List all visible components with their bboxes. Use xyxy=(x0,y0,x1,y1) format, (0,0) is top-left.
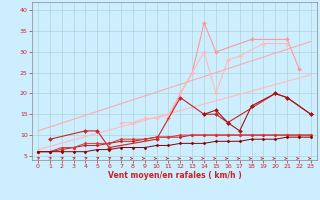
X-axis label: Vent moyen/en rafales ( km/h ): Vent moyen/en rafales ( km/h ) xyxy=(108,171,241,180)
